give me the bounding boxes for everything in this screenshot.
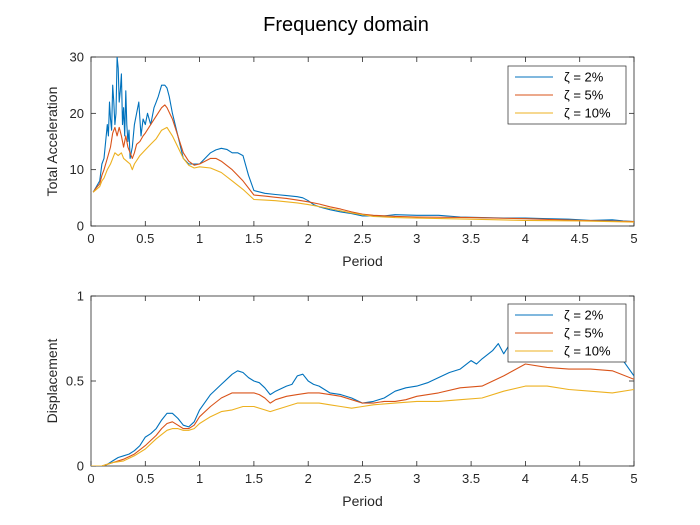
chart-1-series-line-2 (92, 104, 634, 223)
figure-title: Frequency domain (263, 14, 429, 36)
chart-1-x-tick-label: 2 (305, 231, 312, 246)
chart-2-x-tick-label: 3 (413, 471, 420, 486)
chart-2-series-line-3 (91, 385, 634, 466)
chart-1-series-line-3 (92, 126, 634, 223)
chart-2-x-tick-label: 1.5 (245, 471, 263, 486)
chart-2-y-tick-label: 0 (77, 459, 84, 474)
chart-2-series-line-2 (91, 363, 634, 466)
chart-2-x-axis-label: Period (342, 493, 382, 509)
chart-2-legend-label: ζ = 5% (564, 326, 604, 341)
chart-1-y-tick-label: 0 (77, 219, 84, 234)
chart-1-y-tick-label: 10 (70, 162, 84, 177)
chart-2-x-tick-label: 2.5 (353, 471, 371, 486)
chart-1-legend-label: ζ = 5% (564, 88, 604, 103)
chart-1-x-tick-label: 0.5 (136, 231, 154, 246)
chart-2-legend-label: ζ = 10% (564, 344, 611, 359)
chart-1-y-axis-label: Total Acceleration (44, 87, 60, 197)
chart-1-x-tick-label: 5 (630, 231, 637, 246)
chart-1-y-tick-label: 30 (70, 50, 84, 65)
chart-2-x-tick-label: 0.5 (136, 471, 154, 486)
chart-2-x-tick-label: 3.5 (462, 471, 480, 486)
chart-1-x-tick-label: 3.5 (462, 231, 480, 246)
chart-1-x-tick-label: 1 (196, 231, 203, 246)
chart-2-y-tick-label: 0.5 (66, 374, 84, 389)
chart-1-legend-label: ζ = 2% (564, 70, 604, 85)
chart-2-legend-label: ζ = 2% (564, 308, 604, 323)
chart-1-x-tick-label: 1.5 (245, 231, 263, 246)
chart-1-x-tick-label: 2.5 (353, 231, 371, 246)
chart-1-legend-label: ζ = 10% (564, 106, 611, 121)
chart-2-x-tick-label: 0 (87, 471, 94, 486)
chart-2-x-tick-label: 5 (630, 471, 637, 486)
chart-2-x-tick-label: 4.5 (571, 471, 589, 486)
chart-2-legend: ζ = 2% ζ = 5% ζ = 10% (507, 303, 627, 363)
chart-1-x-axis-label: Period (342, 253, 382, 269)
chart-1-x-tick-label: 4 (522, 231, 529, 246)
chart-2: 0 0.5 1 1.5 2 2.5 3 3.5 4 4.5 5 0 0.5 1 Period Displace… (44, 289, 638, 510)
chart-2-x-tick-label: 2 (305, 471, 312, 486)
chart-1-legend: ζ = 2% ζ = 5% ζ = 10% (507, 65, 627, 125)
chart-2-y-tick-label: 1 (77, 289, 84, 304)
chart-1-x-tick-label: 3 (413, 231, 420, 246)
chart-1-x-tick-label: 0 (87, 231, 94, 246)
chart-2-y-axis-label: Displacement (44, 338, 60, 423)
chart-1-y-tick-label: 20 (70, 106, 84, 121)
chart-1: 0 0.5 1 1.5 2 2.5 3 3.5 4 4.5 5 0 10 20 30 Period Total … (44, 50, 638, 270)
chart-1-x-tick-label: 4.5 (571, 231, 589, 246)
chart-2-x-tick-label: 1 (196, 471, 203, 486)
chart-2-x-tick-label: 4 (522, 471, 529, 486)
